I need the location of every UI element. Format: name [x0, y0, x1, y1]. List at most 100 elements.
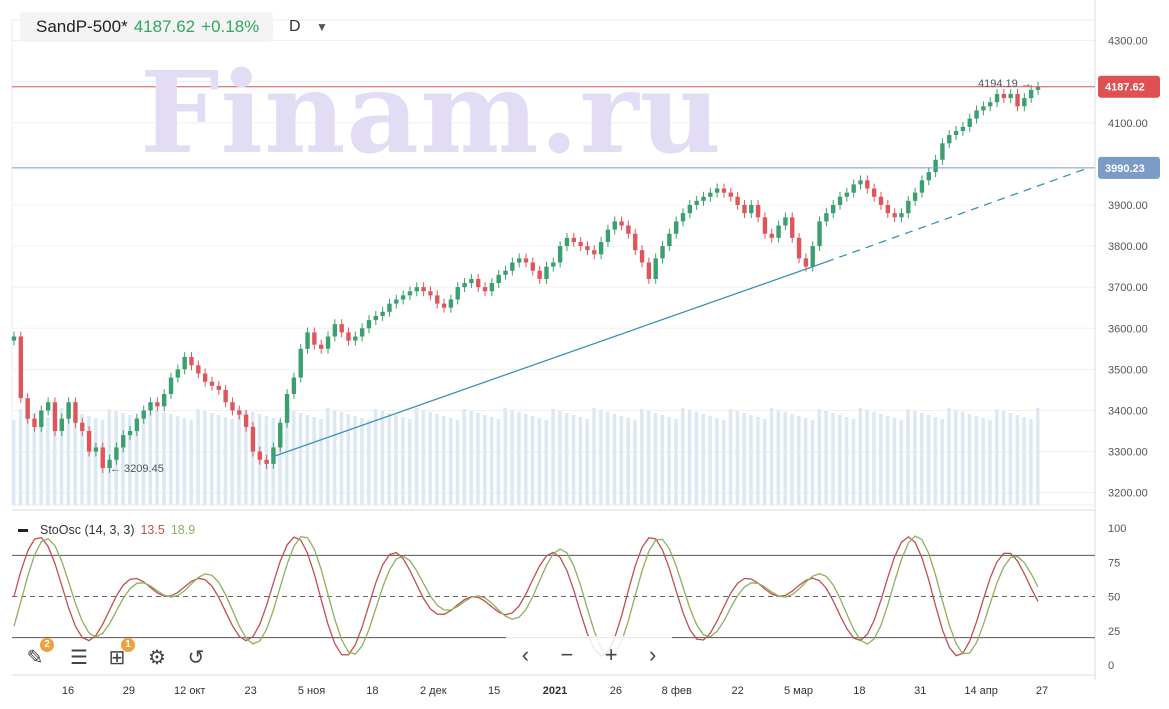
volume-bar — [332, 410, 337, 505]
settings-sliders-icon[interactable]: ⚙ — [148, 646, 166, 669]
volume-bar — [305, 415, 310, 505]
candle-body — [66, 402, 71, 419]
candle-body — [537, 270, 542, 279]
candle-body — [496, 274, 501, 284]
volume-bar — [209, 413, 214, 505]
candle-body — [912, 192, 918, 201]
volume-bar — [919, 413, 924, 505]
volume-bar — [87, 416, 91, 505]
candle-body — [230, 402, 235, 411]
candle-body — [148, 402, 153, 411]
candle-body — [714, 188, 720, 193]
candle-body — [605, 229, 611, 242]
volume-bar — [237, 408, 241, 505]
volume-bar — [640, 409, 644, 505]
candle-body — [448, 299, 454, 308]
candle-body — [544, 266, 549, 279]
candle-body — [919, 180, 925, 193]
volume-bar — [1029, 419, 1033, 505]
scroll-right-icon[interactable]: › — [648, 642, 657, 667]
volume-bar — [339, 412, 344, 505]
volume-bar — [878, 414, 883, 505]
high-annotation: 4194.19 → — [978, 78, 1032, 90]
volume-bar — [291, 411, 296, 505]
candle-body — [107, 459, 112, 469]
volume-bar — [196, 409, 200, 505]
scroll-left-icon[interactable]: ‹ — [521, 642, 530, 667]
symbol-name: SandP-500* — [36, 17, 128, 36]
list-icon[interactable]: ☰ — [70, 646, 88, 669]
candle-body — [237, 410, 242, 415]
candle-body — [1015, 93, 1020, 107]
instrument-header[interactable]: SandP-500* 4187.62 +0.18% — [20, 12, 274, 42]
volume-bar — [489, 417, 494, 505]
candle-body — [100, 447, 105, 469]
volume-bar — [735, 411, 740, 505]
volume-bar — [933, 417, 938, 505]
candle-body — [332, 324, 338, 337]
volume-bar — [708, 416, 712, 505]
candle-body — [571, 237, 576, 242]
x-tick-label: 27 — [1036, 685, 1048, 697]
volume-bar — [80, 414, 84, 505]
zoom-out-icon[interactable]: − — [560, 642, 574, 667]
candle-body — [851, 184, 856, 193]
candle-body — [462, 283, 467, 288]
y-tick-label: 3300.00 — [1108, 447, 1148, 459]
volume-bar — [530, 416, 535, 505]
minus-icon[interactable] — [18, 528, 28, 532]
volume-bar — [776, 410, 781, 505]
candle-body — [510, 262, 515, 271]
chevron-down-icon[interactable]: ▼ — [316, 20, 328, 34]
timeframe-selector[interactable]: D — [289, 18, 301, 35]
candle-body — [503, 270, 508, 275]
y-tick-label: 3600.00 — [1108, 323, 1148, 335]
candle-body — [906, 200, 911, 214]
candle-body — [633, 233, 638, 251]
candle-body — [933, 159, 938, 173]
volume-bar — [797, 416, 801, 505]
volume-bar — [578, 417, 583, 505]
candle-body — [646, 262, 652, 279]
add-indicator-icon[interactable]: ⊞ — [108, 646, 126, 669]
candle-body — [114, 447, 119, 460]
volume-bar — [503, 408, 508, 505]
volume-bar — [1036, 408, 1040, 505]
candle-body — [885, 204, 891, 214]
candle-body — [257, 451, 262, 460]
zoom-in-icon[interactable]: + — [604, 642, 618, 667]
candle-body — [141, 410, 146, 419]
volume-bar — [442, 416, 446, 505]
low-annotation: ← 3209.45 — [110, 463, 164, 475]
volume-bar — [892, 418, 897, 505]
candle-body — [1022, 98, 1027, 107]
volume-bar — [967, 414, 972, 505]
indicators-count-badge: 1 — [121, 638, 135, 652]
candle-body — [967, 118, 972, 127]
volume-bar — [73, 412, 77, 505]
candle-body — [469, 278, 474, 284]
candle-body — [175, 369, 181, 378]
candle-body — [482, 287, 488, 292]
volume-bar — [612, 414, 617, 505]
candle-body — [796, 237, 802, 259]
candle-body — [960, 126, 966, 131]
candle-body — [216, 385, 221, 390]
candle-body — [687, 204, 693, 214]
volume-bar — [387, 413, 391, 505]
candle-body — [59, 418, 64, 432]
reset-icon[interactable]: ↺ — [187, 646, 205, 669]
chart-navigation: ‹ − + › — [506, 636, 672, 674]
candle-body — [871, 188, 877, 197]
volume-bar — [59, 408, 64, 505]
candle-body — [790, 217, 795, 238]
candle-body — [708, 192, 713, 197]
pencil-icon[interactable]: ✎ — [26, 646, 44, 669]
volume-bar — [858, 408, 863, 505]
volume-bar — [769, 408, 774, 505]
candle-body — [134, 418, 140, 432]
volume-bar — [940, 419, 944, 505]
volume-bar — [954, 410, 958, 505]
x-tick-label: 29 — [123, 685, 135, 697]
